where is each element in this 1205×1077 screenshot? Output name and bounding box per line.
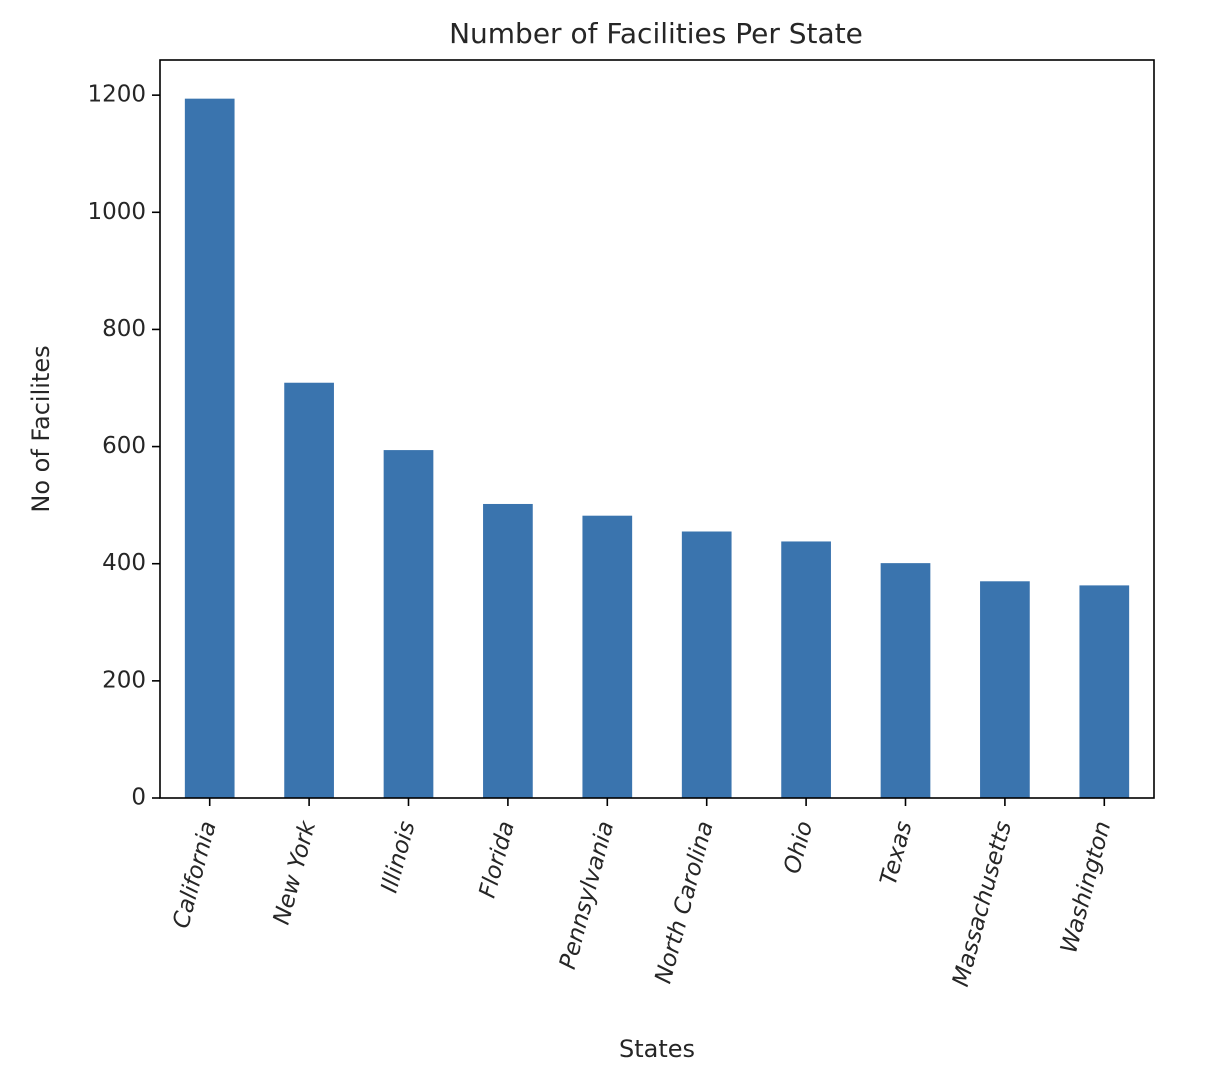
bar-north-carolina bbox=[681, 531, 732, 798]
y-axis-label: No of Facilites bbox=[27, 345, 55, 512]
y-axis: 0 200 400 600 800 1000 1200 bbox=[87, 82, 160, 811]
bar-washington bbox=[1079, 585, 1130, 798]
x-tick-label: Texas bbox=[876, 818, 918, 888]
bar-massachusetts bbox=[980, 581, 1030, 798]
x-tick-label: Ohio bbox=[779, 819, 818, 877]
plot-frame bbox=[159, 59, 1155, 799]
bar-pennsylvania bbox=[582, 515, 633, 798]
x-tick-label: Florida bbox=[475, 819, 520, 901]
x-tick-label: Pennsylvania bbox=[555, 819, 619, 972]
bar-texas bbox=[880, 563, 931, 798]
y-tick-label: 1200 bbox=[87, 82, 146, 108]
x-axis-label: States bbox=[619, 1035, 695, 1063]
x-tick-label: North Carolina bbox=[650, 819, 718, 987]
bar-florida bbox=[483, 503, 533, 798]
bar-california bbox=[184, 98, 235, 798]
bar-illinois bbox=[383, 450, 434, 798]
x-axis: California New York Illinois Florida Pennsyl… bbox=[168, 798, 1116, 989]
x-tick-label: Illinois bbox=[377, 818, 421, 895]
y-tick-label: 0 bbox=[131, 785, 146, 811]
x-tick-label: New York bbox=[269, 817, 322, 928]
x-tick-label: Massachusetts bbox=[948, 818, 1017, 989]
bars-group bbox=[184, 98, 1130, 798]
y-tick-label: 200 bbox=[102, 667, 146, 693]
chart-title: Number of Facilities Per State bbox=[449, 17, 863, 50]
x-tick-label: Washington bbox=[1056, 819, 1116, 956]
bar-new-york bbox=[284, 382, 334, 798]
y-tick-label: 800 bbox=[102, 316, 146, 342]
x-tick-label: California bbox=[168, 819, 221, 932]
y-tick-label: 600 bbox=[102, 433, 146, 459]
y-tick-label: 400 bbox=[102, 550, 146, 576]
y-tick-label: 1000 bbox=[87, 199, 146, 225]
bar-ohio bbox=[781, 541, 831, 798]
